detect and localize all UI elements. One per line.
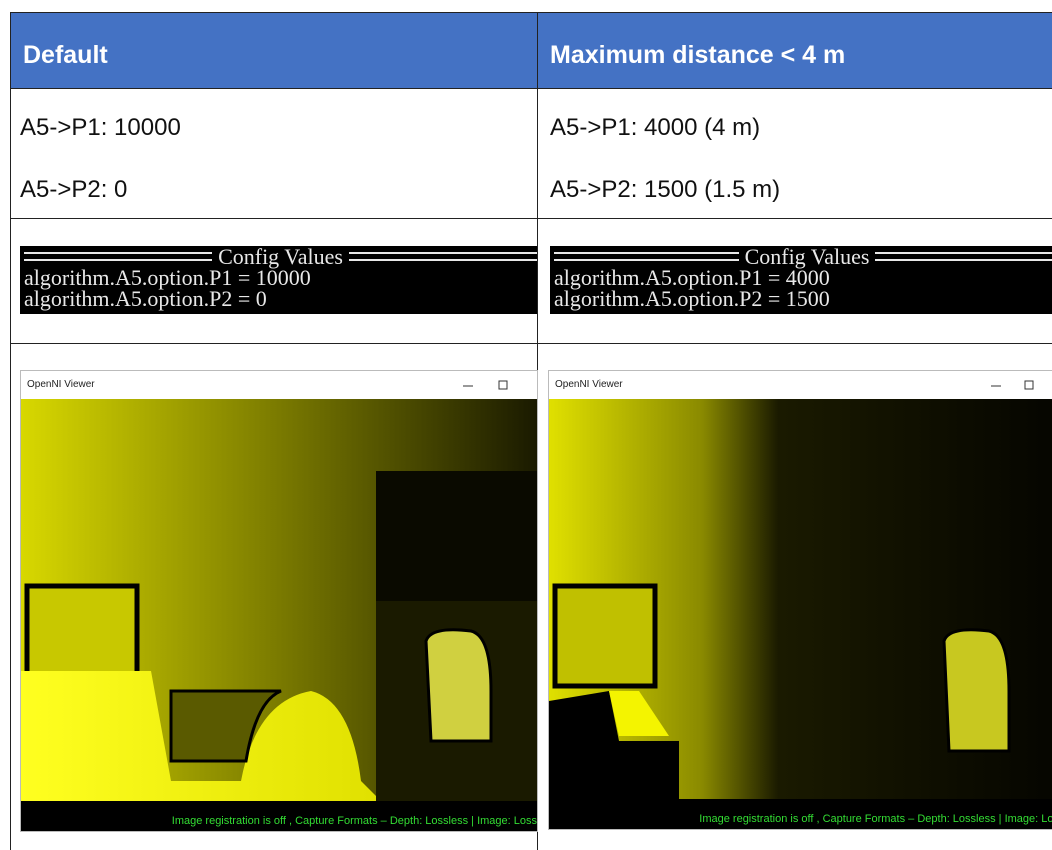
header-text: Maximum distance < 4 m <box>550 41 845 69</box>
console: Config Values algorithm.A5.option.P1 = 1… <box>20 246 537 314</box>
header-text: Default <box>23 41 108 69</box>
viewer-window: OpenNI Viewer Image registration is off … <box>20 370 538 832</box>
header-cell: Maximum distance < 4 m <box>537 12 1052 89</box>
setting: A5->P2: 1500 (1.5 m) <box>550 176 780 204</box>
setting: A5->P1: 10000 <box>20 114 181 142</box>
viewer-graphic <box>21 371 537 831</box>
console-line: algorithm.A5.option.P1 = 10000 <box>20 267 537 288</box>
console-title-text: Config Values <box>739 246 876 267</box>
console-line: algorithm.A5.option.P2 = 1500 <box>550 288 1052 309</box>
setting: A5->P2: 0 <box>20 176 127 204</box>
console-title-text: Config Values <box>212 246 349 267</box>
console-title: Config Values <box>550 246 1052 267</box>
setting: A5->P1: 4000 (4 m) <box>550 114 760 142</box>
viewer-graphic <box>549 371 1052 829</box>
console-title: Config Values <box>20 246 537 267</box>
console-line: algorithm.A5.option.P2 = 0 <box>20 288 537 309</box>
header-cell: Default <box>10 12 537 89</box>
viewer-window: OpenNI Viewer Image registration is off … <box>548 370 1052 830</box>
console-line: algorithm.A5.option.P1 = 4000 <box>550 267 1052 288</box>
row-divider <box>10 218 1052 219</box>
console: Config Values algorithm.A5.option.P1 = 4… <box>550 246 1052 314</box>
status-text: Image registration is off , Capture Form… <box>699 813 1052 825</box>
row-divider <box>10 343 1052 344</box>
page: Default Maximum distance < 4 m A5->P1: 1… <box>0 0 1052 850</box>
status-text: Image registration is off , Capture Form… <box>172 815 537 827</box>
